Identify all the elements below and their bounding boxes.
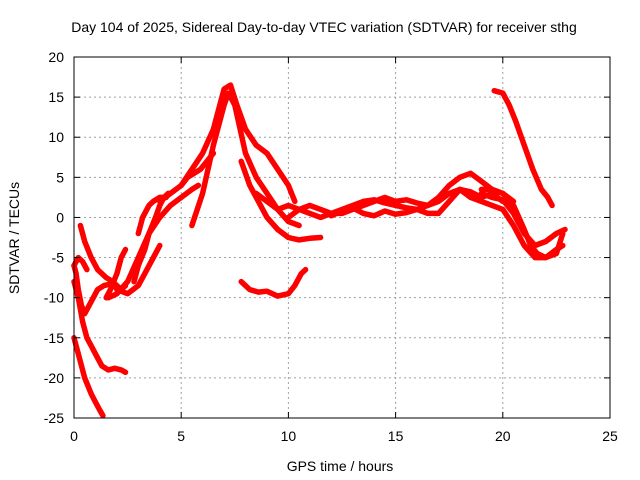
x-tick-label: 15	[388, 428, 404, 444]
x-tick-label: 0	[70, 428, 78, 444]
series-arc-15	[238, 266, 309, 299]
series-arc-3	[71, 262, 120, 317]
y-tick-labels: -25 -20 -15 -10 -5 0 5 10 15 20	[44, 49, 64, 426]
series-arc-6	[103, 246, 129, 301]
x-tick-label: 20	[495, 428, 511, 444]
series-layer	[71, 82, 568, 419]
y-tick-label: 15	[48, 89, 64, 105]
series-arc-21	[491, 87, 555, 209]
series-arc-18	[328, 186, 566, 261]
y-tick-label: -10	[44, 290, 64, 306]
y-tick-label: -15	[44, 330, 64, 346]
y-tick-label: -20	[44, 370, 64, 386]
plot-frame	[73, 56, 611, 419]
series-arc-1	[71, 335, 106, 419]
y-tick-label: 20	[48, 49, 64, 65]
x-axis-label: GPS time / hours	[287, 458, 394, 474]
y-tick-label: 10	[48, 129, 64, 145]
series-arc-4	[71, 254, 90, 273]
y-tick-label: 0	[56, 209, 64, 225]
series-arc-14	[238, 158, 324, 243]
y-tick-label: 5	[56, 169, 64, 185]
y-tick-label: -5	[52, 250, 65, 266]
series-arc-17	[285, 170, 517, 221]
series-arc-2	[71, 278, 129, 376]
x-tick-label: 25	[602, 428, 618, 444]
series-arc-13	[178, 150, 217, 189]
x-tick-labels: 0 5 10 15 20 25	[70, 428, 618, 444]
x-tick-label: 5	[177, 428, 185, 444]
x-tick-label: 10	[281, 428, 297, 444]
y-tick-label: -25	[44, 410, 64, 426]
axis-ticks	[73, 56, 611, 419]
chart-title: Day 104 of 2025, Sidereal Day-to-day VTE…	[71, 19, 577, 35]
y-axis-label: SDTVAR / TECUs	[6, 182, 22, 294]
series-arc-20	[478, 190, 568, 249]
series-arc-8	[114, 242, 163, 297]
